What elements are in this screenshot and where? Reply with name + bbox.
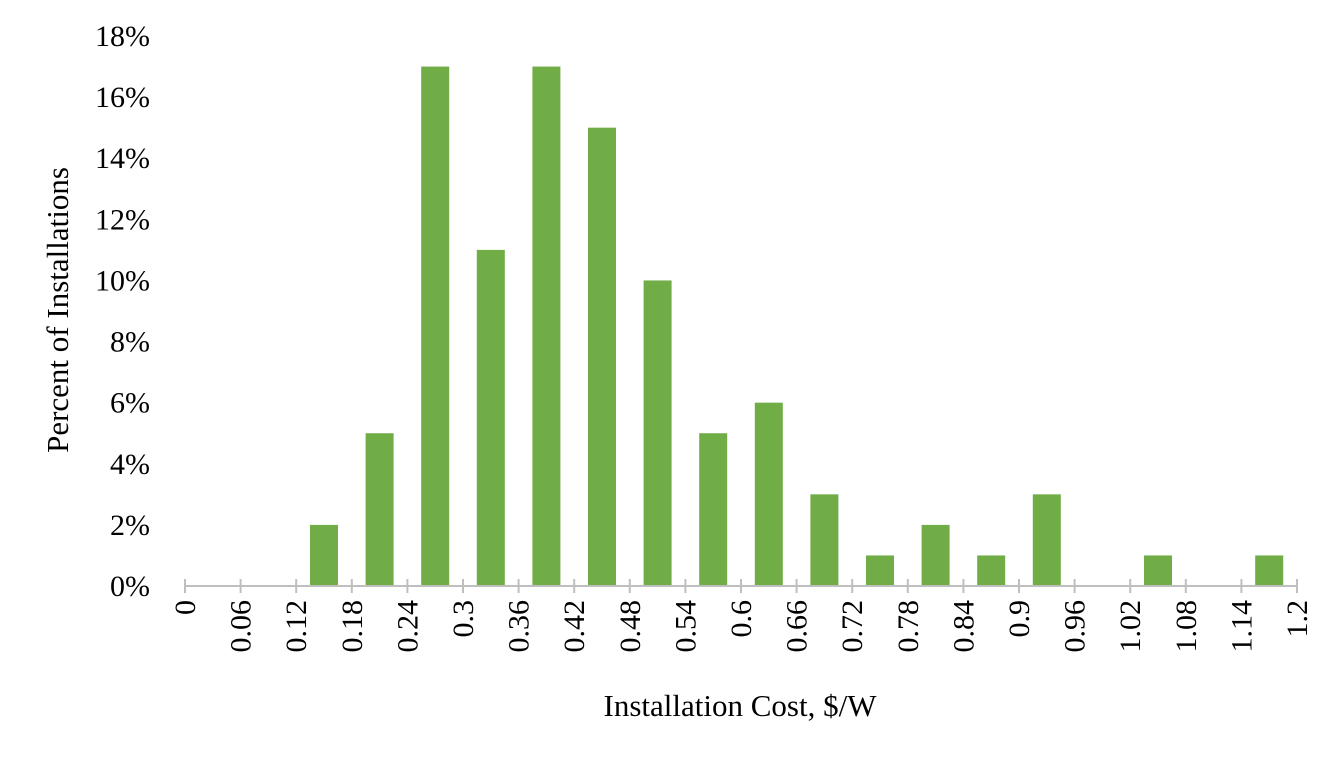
bar bbox=[421, 66, 450, 587]
bars bbox=[310, 66, 1284, 587]
bar bbox=[810, 494, 839, 586]
y-tick-label: 18% bbox=[95, 20, 150, 53]
bar bbox=[365, 433, 394, 586]
x-tick-label: 0.84 bbox=[947, 600, 980, 653]
y-tick-label: 0% bbox=[110, 570, 150, 603]
y-tick-label: 16% bbox=[95, 81, 150, 114]
y-tick-label: 4% bbox=[110, 448, 150, 481]
x-tick-label: 0.72 bbox=[836, 600, 869, 653]
y-tick-label: 14% bbox=[95, 142, 150, 175]
y-tick-label: 10% bbox=[95, 264, 150, 297]
bar bbox=[643, 280, 672, 586]
x-tick-label: 0.12 bbox=[280, 600, 313, 653]
bar bbox=[310, 524, 338, 586]
bar bbox=[1255, 555, 1284, 586]
x-tick-label: 1.14 bbox=[1225, 600, 1258, 653]
x-tick-label: 0.96 bbox=[1059, 600, 1092, 653]
x-axis-tick-labels: 0 0.06 0.12 0.18 0.24 0.3 0.36 0.42 0.48 0.54 0.6 0… bbox=[169, 600, 1314, 653]
x-tick-label: 1.2 bbox=[1281, 600, 1314, 638]
x-tick-label: 1.02 bbox=[1114, 600, 1147, 653]
bar bbox=[476, 249, 505, 586]
bar bbox=[866, 555, 894, 586]
x-axis bbox=[184, 579, 1298, 593]
x-tick-label: 0.9 bbox=[1003, 600, 1036, 638]
bar bbox=[699, 433, 728, 586]
y-tick-label: 8% bbox=[110, 326, 150, 359]
x-tick-label: 0.24 bbox=[391, 600, 424, 653]
bar bbox=[1144, 555, 1172, 586]
x-tick-label: 0.18 bbox=[336, 600, 369, 653]
x-axis-title: Installation Cost, $/W bbox=[604, 688, 878, 723]
x-tick-label: 0.54 bbox=[669, 600, 702, 653]
bar bbox=[588, 127, 616, 587]
y-axis-title: Percent of Installations bbox=[40, 167, 75, 453]
bar bbox=[921, 524, 950, 586]
x-tick-label: 0.06 bbox=[225, 600, 258, 653]
bar bbox=[532, 66, 561, 587]
x-tick-label: 0.42 bbox=[558, 600, 591, 653]
x-tick-label: 0.36 bbox=[503, 600, 536, 653]
y-tick-label: 2% bbox=[110, 509, 150, 542]
y-tick-label: 6% bbox=[110, 387, 150, 420]
bar bbox=[754, 402, 783, 586]
x-tick-label: 0.6 bbox=[725, 600, 758, 638]
bar bbox=[1032, 494, 1061, 586]
x-tick-label: 0.3 bbox=[447, 600, 480, 638]
x-tick-label: 0 bbox=[169, 600, 202, 615]
x-tick-label: 1.08 bbox=[1170, 600, 1203, 653]
bar bbox=[977, 555, 1006, 586]
x-tick-label: 0.78 bbox=[892, 600, 925, 653]
x-tick-label: 0.66 bbox=[781, 600, 814, 653]
x-tick-label: 0.48 bbox=[614, 600, 647, 653]
y-tick-label: 12% bbox=[95, 203, 150, 236]
y-axis-tick-labels: 0% 2% 4% 6% 8% 10% 12% 14% 16% 18% bbox=[95, 20, 150, 603]
